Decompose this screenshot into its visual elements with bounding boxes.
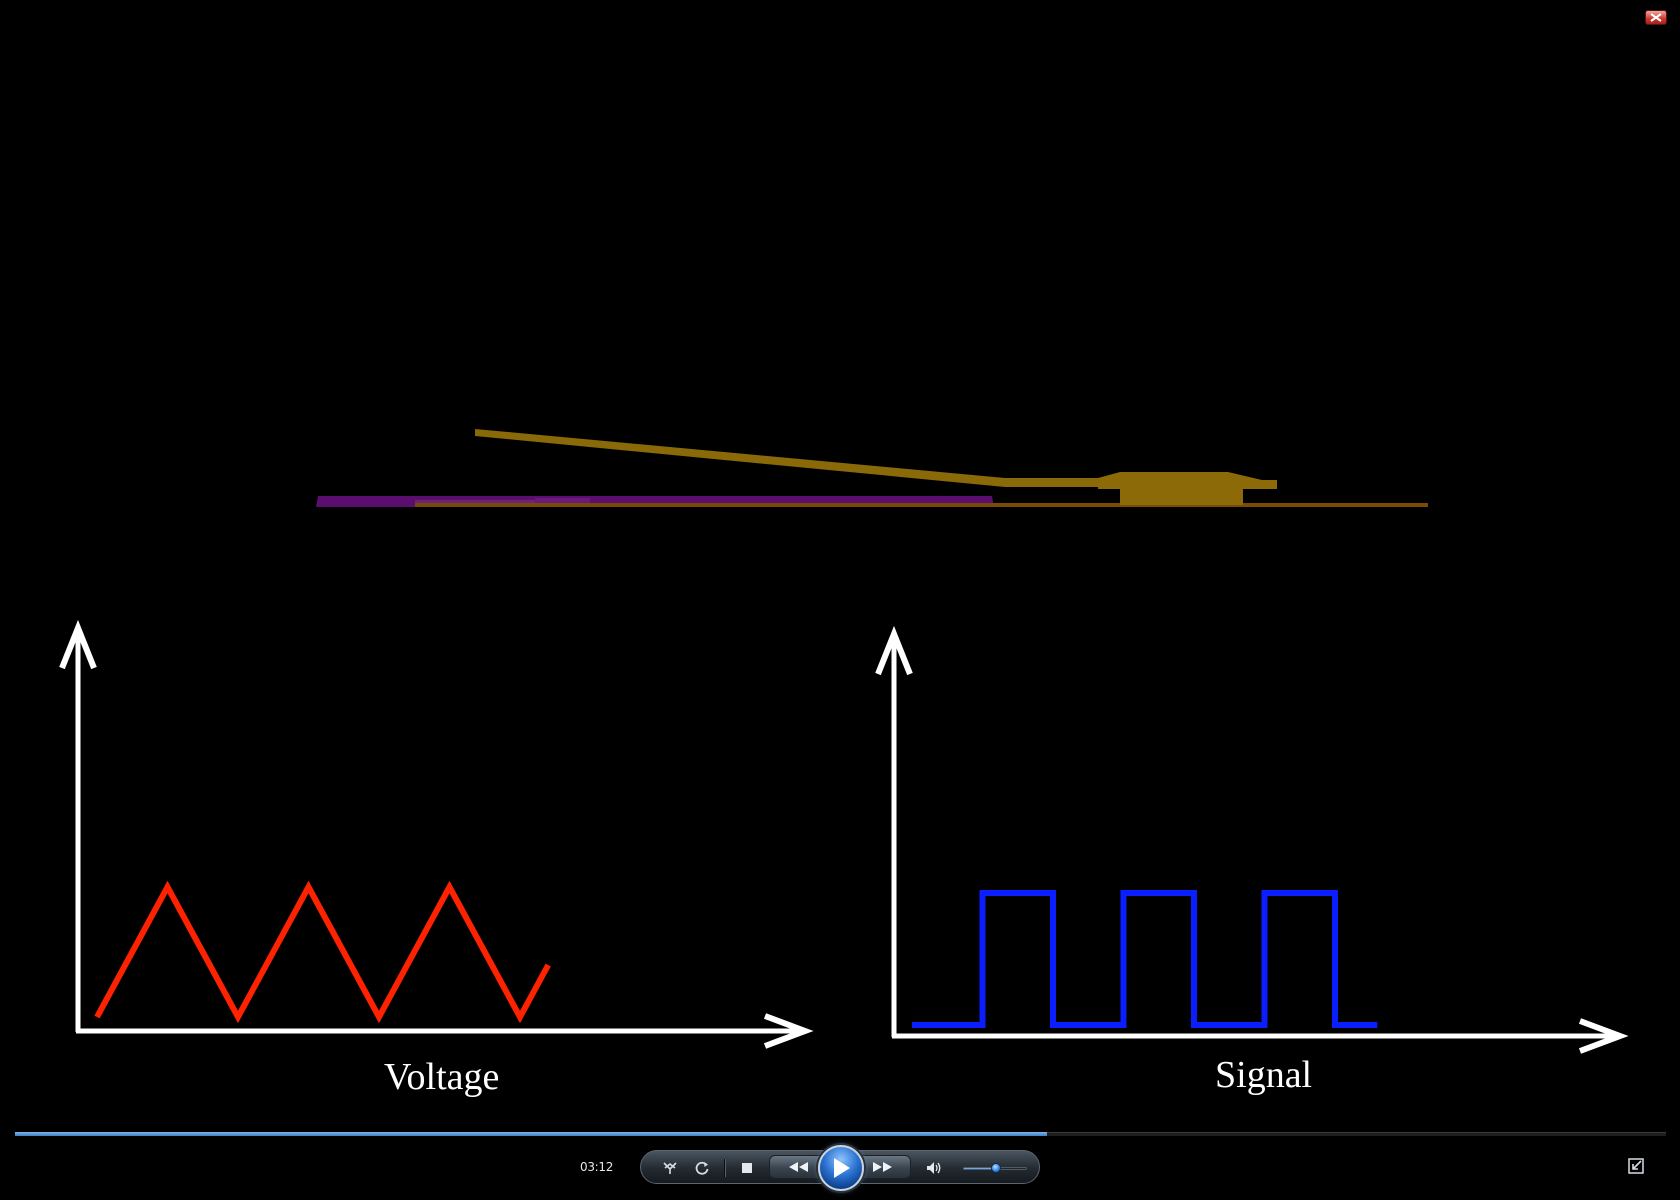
- fast-forward-button[interactable]: [865, 1158, 901, 1176]
- gold-contact-top: [1098, 472, 1277, 489]
- separator: [724, 1159, 726, 1177]
- right-x-arrow: [1578, 1018, 1629, 1054]
- video-area[interactable]: Voltage Signal: [0, 0, 1680, 1120]
- voltage-label: Voltage: [384, 1056, 500, 1098]
- repeat-icon: [695, 1161, 709, 1175]
- repeat-button[interactable]: [693, 1159, 711, 1177]
- volume-slider[interactable]: [963, 1163, 1027, 1173]
- rewind-button[interactable]: [780, 1158, 816, 1176]
- switch-to-library-icon: [663, 1162, 677, 1174]
- purple-strip-highlight: [415, 500, 535, 504]
- exit-fullscreen-button[interactable]: [1628, 1158, 1644, 1174]
- video-frame: [59, 429, 1629, 1054]
- right-y-arrow: [875, 625, 913, 676]
- gold-contact-block: [1120, 486, 1243, 505]
- exit-fullscreen-icon: [1628, 1158, 1644, 1174]
- close-button[interactable]: [1645, 10, 1667, 25]
- mute-button[interactable]: [925, 1159, 943, 1177]
- stop-icon: [742, 1163, 752, 1173]
- square-wave-line: [912, 890, 1378, 1028]
- play-button[interactable]: [818, 1145, 864, 1191]
- signal-label: Signal: [1215, 1054, 1313, 1096]
- right-chart: [875, 625, 1629, 1054]
- seek-bar[interactable]: [15, 1132, 1666, 1136]
- play-icon: [834, 1158, 850, 1178]
- gold-lever-arm: [475, 429, 1098, 487]
- elapsed-time: 03:12: [580, 1160, 614, 1174]
- playback-controls: [640, 1145, 1040, 1191]
- left-y-arrow: [59, 619, 97, 670]
- brown-base-line: [415, 503, 1428, 507]
- left-chart: [59, 619, 814, 1049]
- volume-icon: [927, 1162, 941, 1174]
- fast-forward-icon: [873, 1162, 892, 1172]
- volume-fill: [964, 1168, 996, 1169]
- stop-button[interactable]: [739, 1160, 755, 1176]
- volume-thumb[interactable]: [991, 1163, 1001, 1173]
- switch-to-library-button[interactable]: [661, 1159, 679, 1177]
- close-icon: [1650, 13, 1662, 22]
- switch-illustration: [316, 429, 1428, 507]
- rewind-icon: [789, 1162, 808, 1172]
- triangle-wave-line: [94, 880, 551, 1024]
- purple-strip-highlight-2: [535, 498, 590, 505]
- left-x-arrow: [763, 1013, 814, 1049]
- seek-progress-fill: [15, 1132, 1047, 1136]
